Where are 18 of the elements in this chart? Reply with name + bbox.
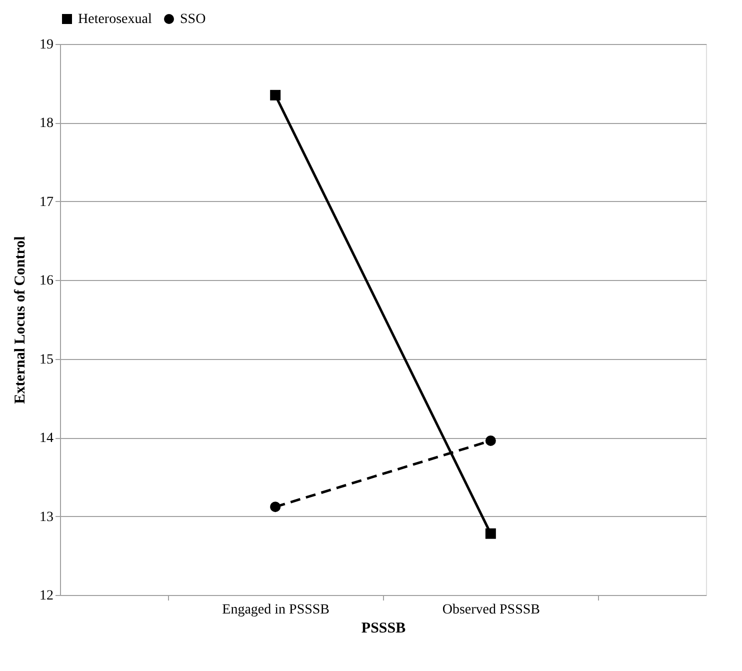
- y-axis-title: External Locus of Control: [12, 236, 28, 404]
- x-tick-label: Engaged in PSSSB: [222, 602, 330, 618]
- y-tick-label: 12: [40, 588, 54, 604]
- point: [270, 502, 281, 512]
- y-tick-label: 18: [40, 116, 54, 132]
- point: [485, 528, 496, 539]
- legend-label: SSO: [180, 12, 206, 27]
- y-tick-label: 15: [40, 352, 54, 368]
- x-axis-title: PSSSB: [361, 620, 406, 636]
- legend-label: Heterosexual: [78, 12, 152, 27]
- x-tick-label: Observed PSSSB: [442, 602, 540, 618]
- point: [270, 90, 281, 100]
- y-tick-label: 14: [40, 431, 54, 446]
- y-tick-label: 16: [40, 274, 54, 289]
- y-tick-label: 13: [40, 510, 54, 525]
- y-tick-label: 17: [40, 194, 54, 210]
- y-tick-label: 19: [40, 38, 54, 52]
- point: [485, 435, 496, 446]
